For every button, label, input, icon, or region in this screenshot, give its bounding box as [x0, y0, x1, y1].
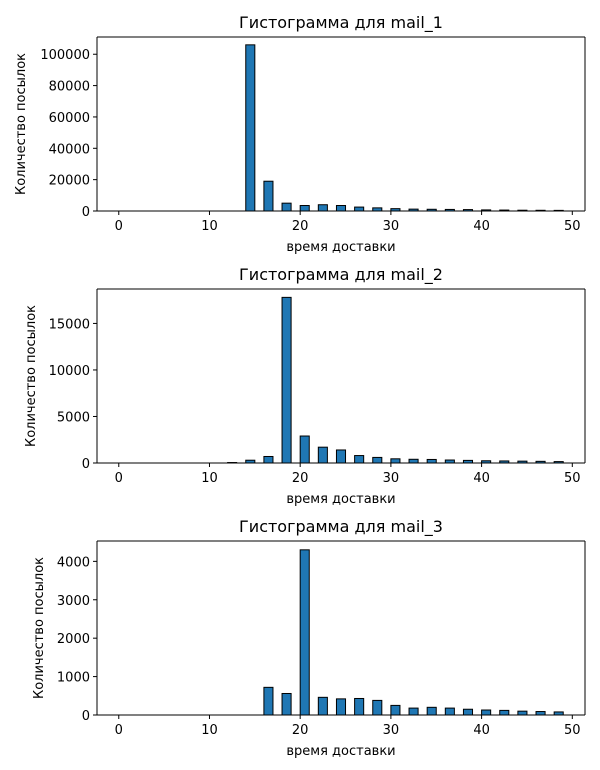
histogram-bar: [408, 707, 419, 716]
histogram-bar: [335, 698, 347, 716]
chart-title-mail-1: Гистограмма для mail_1: [239, 13, 443, 33]
histogram-bar: [354, 455, 365, 464]
histogram-bar: [462, 708, 474, 716]
x-tick-label: 20: [292, 219, 309, 234]
y-tick-label: 5000: [57, 410, 90, 425]
x-tick-label: 10: [201, 723, 218, 738]
histogram-bar: [517, 710, 528, 716]
histogram-bar: [426, 706, 437, 716]
y-tick-label: 0: [82, 709, 90, 724]
y-tick-label: 0: [82, 457, 90, 472]
chart-title-mail-3: Гистограмма для mail_3: [239, 517, 443, 537]
y-tick-label: 15000: [49, 317, 90, 332]
plot-area-mail-3: 0 10 20 30 40 50 0 1000 2000 3000 4000: [57, 549, 581, 738]
histogram-bar: [372, 699, 383, 716]
histogram-bar: [390, 458, 401, 464]
y-tick-label: 20000: [49, 174, 90, 189]
histogram-bar: [390, 704, 401, 716]
histogram-bar: [444, 707, 455, 716]
y-tick-label: 100000: [40, 48, 90, 63]
histogram-bar: [281, 296, 292, 464]
x-axis-label-mail-2: время доставки: [286, 492, 395, 507]
y-tick-label: 4000: [57, 555, 90, 570]
histogram-bar: [408, 458, 419, 464]
x-tick-label: 40: [473, 219, 490, 234]
x-axis-label-mail-1: время доставки: [286, 240, 395, 255]
x-tick-label: 0: [115, 219, 123, 234]
x-tick-label: 50: [564, 723, 581, 738]
x-tick-label: 40: [473, 471, 490, 486]
histogram-bar: [335, 205, 347, 212]
x-tick-label: 10: [201, 471, 218, 486]
histogram-bar: [281, 202, 292, 212]
x-axis-label-mail-3: время доставки: [286, 744, 395, 759]
x-tick-label: 50: [564, 471, 581, 486]
plot-area-mail-2: 0 10 20 30 40 50 0 5000 10000 15000: [49, 296, 581, 486]
x-tick-label: 10: [201, 219, 218, 234]
y-axis-label-mail-3: Количество посылок: [32, 557, 47, 699]
chart-panel-mail-2: Гистограмма для mail_2 0 10 20 30 40 50 0 5000 1…: [24, 265, 586, 507]
x-tick-label: 0: [115, 471, 123, 486]
x-tick-label: 40: [473, 723, 490, 738]
histogram-bar: [481, 709, 492, 716]
histogram-bar: [354, 206, 365, 212]
chart-panel-mail-3: Гистограмма для mail_3 0 10 20 30 40 50 0 1000 2…: [32, 517, 586, 759]
histogram-bar: [372, 456, 383, 464]
histogram-bar: [281, 692, 292, 716]
x-tick-label: 20: [292, 471, 309, 486]
histogram-bar: [263, 180, 274, 212]
y-tick-label: 2000: [57, 632, 90, 647]
y-tick-label: 10000: [49, 364, 90, 379]
x-tick-label: 0: [115, 723, 123, 738]
histogram-bar: [263, 455, 274, 464]
y-axis-label-mail-1: Количество посылок: [14, 53, 29, 195]
y-tick-label: 40000: [49, 142, 90, 157]
x-tick-label: 30: [383, 723, 400, 738]
y-tick-label: 80000: [49, 80, 90, 95]
histogram-bar: [245, 44, 256, 212]
chart-title-mail-2: Гистограмма для mail_2: [239, 265, 443, 285]
histogram-bar: [317, 696, 328, 716]
y-tick-label: 1000: [57, 671, 90, 686]
histogram-bar: [299, 435, 310, 464]
histogram-bar: [335, 449, 347, 464]
y-tick-label: 60000: [49, 111, 90, 126]
x-tick-label: 50: [564, 219, 581, 234]
plot-area-mail-1: 0 10 20 30 40 50 0 20000 40000 60000 80000 100000: [40, 44, 581, 234]
x-tick-label: 20: [292, 723, 309, 738]
histogram-bar: [317, 204, 328, 212]
chart-panel-mail-1: Гистограмма для mail_1 0 10 20 30 40 50 0 20000…: [14, 13, 586, 255]
histogram-bar: [299, 205, 310, 212]
histogram-bar: [499, 709, 510, 716]
histogram-bar: [354, 697, 365, 716]
y-axis-label-mail-2: Количество посылок: [24, 305, 39, 447]
histogram-bar: [299, 549, 310, 716]
x-tick-label: 30: [383, 471, 400, 486]
y-tick-label: 3000: [57, 594, 90, 609]
x-tick-label: 30: [383, 219, 400, 234]
histogram-bar: [426, 458, 437, 464]
histogram-bar: [535, 711, 546, 716]
y-tick-label: 0: [82, 205, 90, 220]
histogram-bar: [317, 446, 328, 464]
histogram-bar: [263, 686, 274, 716]
